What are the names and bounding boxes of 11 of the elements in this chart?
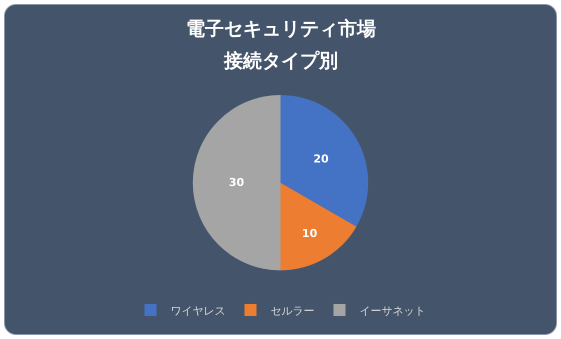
data-label: 20: [313, 152, 330, 166]
data-label: 10: [302, 226, 318, 240]
pie-slice: [192, 95, 280, 270]
pie-slice: [280, 182, 356, 270]
chart-title: 電子セキュリティ市場: [186, 18, 376, 40]
legend-label: ワイヤレス: [170, 304, 226, 318]
legend-label: セルラー: [270, 304, 314, 318]
chart-subtitle: 接続タイプ別: [223, 50, 338, 72]
pie-slice: [280, 95, 368, 227]
legend-label: イーサネット: [360, 304, 426, 318]
data-label: 30: [228, 176, 244, 190]
